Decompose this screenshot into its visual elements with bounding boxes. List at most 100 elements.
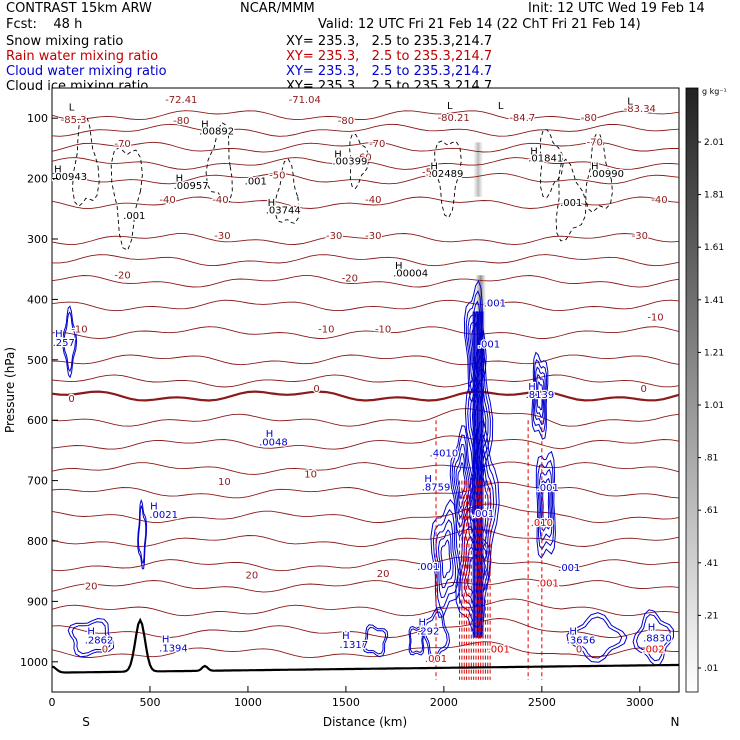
cloud-water-label: .2862 — [85, 636, 114, 647]
isotherm-line — [51, 598, 680, 617]
y-tick-label: 700 — [27, 475, 48, 488]
cloud-water-label: .1394 — [159, 644, 188, 655]
isotherm-line — [51, 141, 680, 153]
cloud-water-contour — [67, 617, 115, 658]
isotherm-label: -30 — [365, 231, 381, 242]
cloud-water-label: .0048 — [259, 438, 288, 449]
snow-label: .00004 — [393, 268, 428, 279]
snow-label: .001 — [123, 211, 145, 222]
isotherm-line — [51, 326, 680, 340]
field-cloudwater-name: Cloud water mixing ratio — [6, 64, 167, 79]
endpoint-left: S — [82, 715, 90, 729]
isotherm-label: -30 — [632, 231, 648, 242]
snow-contour — [349, 133, 370, 190]
rain-label: .001 — [425, 654, 447, 665]
cloud-water-label: .001 — [417, 562, 439, 573]
cloud-water-contour — [457, 462, 466, 500]
rain-label: .010 — [531, 518, 553, 529]
cloud-water-label: .257 — [53, 338, 75, 349]
isotherm-label: -70 — [587, 137, 603, 148]
cloud-water-contour — [137, 504, 147, 564]
endpoint-right: N — [671, 715, 680, 729]
isotherm-label: -20 — [114, 270, 130, 281]
snow-label: .03744 — [266, 206, 301, 217]
snow-label: L — [627, 96, 633, 107]
cloud-water-contour — [464, 341, 494, 499]
cloud-water-label: .0021 — [149, 510, 178, 521]
cloud-water-label: .3656 — [567, 636, 596, 647]
init-time: Init: 12 UTC Wed 19 Feb 14 — [528, 1, 705, 16]
isotherm-label: -83.34 — [624, 104, 656, 115]
cloud-water-label: H — [150, 502, 158, 513]
isotherm-label: -80.21 — [438, 113, 470, 124]
x-tick-label: 500 — [139, 696, 160, 709]
cloud-water-contour — [422, 606, 451, 663]
isotherm-label: 20 — [85, 581, 98, 592]
isotherm-line — [51, 123, 680, 137]
snow-label: .00399 — [332, 157, 367, 168]
field-rain-name: Rain water mixing ratio — [6, 49, 159, 64]
isotherm-label: 10 — [218, 477, 231, 488]
cloud-water-label: .001 — [478, 340, 500, 351]
cloud-water-contour — [435, 519, 457, 599]
isotherm-label: -10 — [375, 325, 391, 336]
field-cloudwater-xy: XY= 235.3, 2.5 to 235.3,214.7 — [286, 64, 493, 79]
cloud-water-contour — [364, 626, 387, 655]
snow-label: H — [530, 146, 538, 157]
y-axis-label: Pressure (hPa) — [3, 347, 17, 433]
snow-label: L — [447, 101, 453, 112]
cloud-water-contour — [469, 435, 497, 577]
colorbar-tick-label: .41 — [704, 559, 718, 569]
cloud-water-contour — [469, 368, 489, 472]
upper-shading — [473, 142, 484, 197]
forecast-hour: Fcst: 48 h — [6, 17, 83, 32]
snow-label: H — [591, 162, 599, 173]
snow-label: H — [334, 149, 342, 160]
colorbar-unit: g kg⁻¹ — [702, 87, 727, 96]
cloud-water-label: H — [162, 634, 170, 645]
rain-label: .001 — [488, 645, 510, 656]
plot-frame — [51, 87, 680, 693]
cloud-water-contour — [532, 358, 548, 433]
x-tick-label: 1500 — [332, 696, 360, 709]
isotherm-label: 10 — [304, 470, 317, 481]
colorbar-tick-label: 1.41 — [704, 296, 724, 306]
cloud-water-label: H — [342, 631, 350, 642]
cloud-water-label: H — [528, 382, 536, 393]
cloud-water-label: H — [424, 474, 432, 485]
snow-label: L — [498, 101, 504, 112]
isotherm-label: -50 — [422, 168, 438, 179]
isotherm-line — [51, 299, 680, 312]
cloud-water-contour — [437, 529, 454, 589]
isotherm-label: 20 — [245, 570, 258, 581]
cloud-water-contour — [632, 609, 675, 666]
cloud-water-contour — [63, 311, 76, 373]
snow-label: .01841 — [528, 154, 563, 165]
cloud-water-contour — [137, 498, 148, 570]
isotherm-label: -72.41 — [165, 95, 197, 106]
isotherm-line — [51, 157, 680, 170]
isotherm-label: 0 — [641, 384, 647, 395]
cloud-water-label: .001 — [472, 509, 494, 520]
cloud-water-contour — [533, 366, 546, 426]
cloud-water-label: .292 — [417, 627, 439, 638]
y-tick-label: 100 — [27, 112, 48, 125]
cloud-water-contour — [540, 477, 552, 532]
colorbar-tick-label: 1.61 — [704, 243, 724, 253]
terrain-line — [51, 617, 680, 674]
isotherm-line — [51, 461, 680, 475]
isotherm-line — [51, 275, 680, 288]
cloud-water-label: H — [87, 627, 95, 638]
colorbar-tick-label: .81 — [704, 454, 718, 464]
cloud-water-label: .001 — [558, 563, 580, 574]
snow-label: .00990 — [589, 169, 624, 180]
cloud-water-label: H — [55, 329, 63, 340]
y-tick-label: 400 — [27, 293, 48, 306]
field-snow-name: Snow mixing ratio — [6, 34, 124, 49]
isotherm-line — [51, 503, 680, 524]
snow-label: H — [176, 174, 184, 185]
colorbar-tick-label: 1.21 — [704, 348, 724, 358]
y-tick-label: 1000 — [20, 656, 48, 669]
isotherm-line — [52, 254, 680, 267]
isotherm-label: -80 — [581, 113, 597, 124]
